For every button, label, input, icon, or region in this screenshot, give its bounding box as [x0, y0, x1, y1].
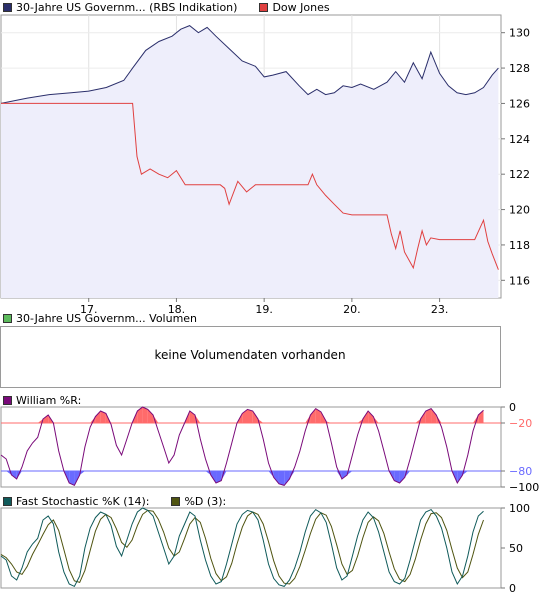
stochastic-chart: 0 50 100 [0, 502, 530, 595]
overbought-band [100, 411, 106, 423]
overbought-band [473, 415, 479, 423]
bond-area [1, 25, 499, 298]
bond-line [0, 25, 499, 104]
legend-dow: Dow Jones [259, 0, 330, 14]
oversold-band [341, 471, 348, 479]
overbought-band [420, 411, 426, 423]
oversold-band [284, 471, 290, 486]
oversold-band [347, 471, 353, 475]
oversold-band [79, 471, 85, 475]
legend-william-label: William %R: [16, 393, 82, 407]
legend-fast-k: Fast Stochastic %K (14): [3, 495, 149, 508]
stoch-plot-frame [0, 507, 502, 589]
overbought-band [137, 407, 143, 423]
x-tick-label: 17. [80, 303, 98, 314]
oversold-band [394, 471, 400, 483]
william-swatch [3, 395, 12, 405]
overbought-band [315, 408, 321, 423]
y-tick-label: 126 [509, 97, 530, 110]
oversold-band [273, 471, 279, 484]
volume-swatch [3, 313, 12, 323]
oversold-band [16, 471, 22, 479]
overbought-band [431, 408, 437, 423]
overbought-band [425, 408, 432, 423]
william-line [0, 406, 484, 487]
x-tick-label: 23. [431, 303, 449, 314]
overbought-band [305, 415, 311, 423]
overbought-band [478, 410, 484, 423]
x-tick-label: 18. [168, 303, 186, 314]
stoch-y-tick-label: 100 [509, 502, 530, 515]
fast-k-swatch [3, 496, 12, 506]
x-tick-label: 20. [343, 303, 361, 314]
dow-line [1, 102, 499, 270]
legend-volume-label: 30-Jahre US Governm... Volumen [16, 311, 198, 325]
y-tick-label: 120 [509, 204, 530, 217]
oversold-band [11, 471, 17, 479]
william-legend: William %R: [3, 393, 103, 407]
oversold-band [69, 471, 75, 486]
overbought-band [42, 415, 49, 423]
legend-dow-label: Dow Jones [272, 0, 330, 14]
overbought-band [415, 419, 421, 423]
william-y-tick-label: −20 [509, 417, 532, 430]
legend-slow-d: %D (3): [171, 495, 226, 508]
stoch-y-tick-label: 50 [509, 542, 523, 555]
overbought-band [147, 409, 154, 423]
oversold-band [457, 471, 463, 483]
y-tick-label: 118 [509, 239, 530, 252]
overbought-band [142, 407, 148, 423]
legend-bond: 30-Jahre US Governm... (RBS Indikation) [3, 1, 237, 14]
price-chart: 17. 18. 19. 20. 23. 116 118 120 122 124 126 128 130 [0, 14, 530, 314]
y-tick-label: 124 [509, 133, 530, 146]
fast-k-line [0, 507, 484, 588]
william-y-tick-label: 0 [509, 401, 516, 414]
overbought-band [237, 413, 243, 423]
legend-slow-d-label: %D (3): [184, 494, 227, 508]
volume-legend: 30-Jahre US Governm... Volumen [3, 311, 219, 325]
legend-volume: 30-Jahre US Governm... Volumen [3, 312, 197, 325]
y-tick-label: 122 [509, 168, 530, 181]
volume-panel [0, 326, 501, 388]
oversold-band [462, 471, 468, 475]
oversold-band [216, 471, 222, 483]
oversold-band [221, 471, 227, 481]
william-chart: 0 −20 −80 −100 [0, 401, 539, 494]
y-tick-label: 128 [509, 62, 530, 75]
overbought-band [247, 409, 253, 423]
oversold-band [278, 471, 285, 486]
slow-d-swatch [171, 496, 181, 506]
y-tick-label: 130 [509, 27, 530, 40]
legend-fast-k-label: Fast Stochastic %K (14): [16, 494, 150, 508]
overbought-band [252, 411, 258, 423]
legend-william: William %R: [3, 394, 81, 407]
legend-bond-label: 30-Jahre US Governm... (RBS Indikation) [16, 0, 238, 14]
william-y-tick-label: −100 [509, 481, 539, 494]
overbought-band [95, 411, 101, 423]
overbought-band [105, 413, 112, 423]
dow-swatch [259, 2, 269, 12]
oversold-band [399, 471, 405, 483]
oversold-band [210, 471, 217, 483]
overbought-band [368, 411, 374, 423]
stoch-legend: Fast Stochastic %K (14): %D (3): [3, 494, 248, 508]
william-y-tick-label: −80 [509, 465, 532, 478]
price-legend: 30-Jahre US Governm... (RBS Indikation) … [3, 0, 352, 14]
bond-swatch [3, 2, 12, 12]
y-tick-label: 116 [509, 274, 530, 287]
x-tick-label: 19. [255, 303, 273, 314]
stoch-y-tick-label: 0 [509, 582, 516, 595]
overbought-band [153, 415, 159, 423]
overbought-band [362, 411, 369, 423]
overbought-band [310, 408, 316, 423]
volume-empty-message: keine Volumendaten vorhanden [154, 348, 346, 362]
oversold-band [336, 471, 342, 479]
